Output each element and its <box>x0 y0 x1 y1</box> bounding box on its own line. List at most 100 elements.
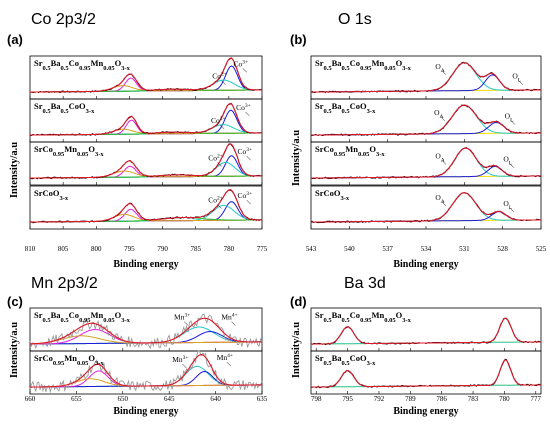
annotation-pointer <box>231 321 236 326</box>
peak-annotation: OL <box>512 72 521 84</box>
peak-annotation: Co3+ <box>236 103 251 112</box>
x-tick-label: 786 <box>436 395 447 403</box>
peak-annotation: Mn4+ <box>217 353 233 362</box>
fit-envelope <box>30 102 262 136</box>
peak-annotation: Mn4+ <box>221 313 237 322</box>
fit-envelope <box>311 317 541 345</box>
x-axis-label: Binding energy <box>393 259 458 270</box>
annotation-pointer <box>184 321 189 326</box>
subplot-1: Sr0.5Ba0.5CoO3-x Co2+ Co3+ <box>29 98 263 143</box>
peak-annotation: Co3+ <box>237 191 252 200</box>
subplot-frame <box>29 185 263 230</box>
annotation-pointer <box>518 80 523 85</box>
peak-annotation: Co3+ <box>233 59 248 68</box>
x-tick-label: 635 <box>257 395 268 403</box>
x-tick-label: 645 <box>164 395 175 403</box>
fit-envelope <box>30 354 262 388</box>
sample-label: Sr0.5Ba0.5Co0.95Mn0.05O3-x <box>315 310 412 324</box>
fit-envelope <box>311 192 541 223</box>
peak-annotation: Mn3+ <box>174 313 190 322</box>
panel-title: Co 2p3/2 <box>31 11 96 28</box>
x-tick-label: 810 <box>25 245 36 253</box>
peak-annotation: Co3+ <box>237 147 252 156</box>
subplot-0: Sr0.5Ba0.5Co0.95Mn0.05O3-x Mn3+ Mn4+ <box>29 307 263 352</box>
raw-spectrum <box>29 313 263 350</box>
y-axis-label: Intensity/a.u <box>291 130 302 186</box>
peak-annotation: Co2+ <box>208 153 223 162</box>
subplot-0: Sr0.5Ba0.5Co0.95Mn0.05O3-x Co2+ Co3+ <box>29 55 263 100</box>
x-axis-label: Binding energy <box>113 259 178 270</box>
annotation-pointer <box>220 124 225 130</box>
sample-label: Sr0.5Ba0.5CoO3-x <box>315 353 376 367</box>
peak-annotation: Co2+ <box>211 116 226 125</box>
x-tick-label: 777 <box>531 395 542 403</box>
subplot-0: Sr0.5Ba0.5Co0.95Mn0.05O3-x OA OL <box>310 55 542 100</box>
fit-envelope <box>311 359 541 388</box>
annotation-pointer <box>242 68 247 73</box>
fit-envelope <box>311 147 541 179</box>
sample-label: SrCoO3-x <box>34 188 69 202</box>
x-tick-label: 660 <box>25 395 36 403</box>
x-tick-label: 655 <box>71 395 82 403</box>
annotation-pointer <box>246 200 251 205</box>
fit-envelope <box>311 62 541 93</box>
fit-envelope <box>30 189 262 223</box>
panel-1: O 1s (b) Intensity/a.u Binding energy Sr0.5B… <box>290 11 547 270</box>
annotation-pointer <box>217 204 222 209</box>
peak-Ba 3d3/2 <box>311 326 541 345</box>
x-tick-label: 798 <box>311 395 322 403</box>
panel-2: Mn 2p3/2 (c) Intensity/a.u Binding energy Sr… <box>7 275 268 417</box>
peak-annotation: Co2+ <box>212 72 227 81</box>
fit-envelope <box>29 317 262 345</box>
sample-label: Sr0.5Ba0.5Co0.95Mn0.05O3-x <box>34 310 131 324</box>
peak-annotation: OL <box>505 112 514 124</box>
x-tick-label: 785 <box>190 245 201 253</box>
annotation-pointer <box>441 160 447 165</box>
x-tick-label: 789 <box>405 395 416 403</box>
x-tick-label: 790 <box>157 245 168 253</box>
annotation-pointer <box>221 80 226 85</box>
panel-title: Mn 2p3/2 <box>31 275 98 292</box>
fit-envelope <box>30 57 262 93</box>
x-tick-label: 525 <box>536 245 547 253</box>
sample-label: SrCoO3-x <box>315 188 350 202</box>
annotation-pointer <box>246 156 251 161</box>
x-tick-label: 528 <box>497 245 508 253</box>
annotation-pointer <box>245 111 250 117</box>
x-tick-label: 800 <box>91 245 102 253</box>
x-tick-label: 783 <box>468 395 479 403</box>
sample-label: SrCo0.95Mn0.05O3-x <box>315 144 385 158</box>
subplot-frame <box>310 307 542 352</box>
x-tick-label: 805 <box>58 245 69 253</box>
subplot-2: SrCo0.95Mn0.05O3-x OA OL <box>310 141 542 186</box>
y-axis-label: Intensity/a.u <box>291 322 302 378</box>
subplot-frame <box>310 55 542 100</box>
sample-label: Sr0.5Ba0.5Co0.95Mn0.05O3-x <box>315 58 412 72</box>
panel-title: Ba 3d <box>344 275 386 292</box>
subplot-3: SrCoO3-x OA OL <box>310 185 542 230</box>
sample-label: Sr0.5Ba0.5Co0.95Mn0.05O3-x <box>34 58 131 72</box>
subplot-1: Sr0.5Ba0.5CoO3-x OA OL <box>310 98 542 143</box>
subplot-frame <box>29 141 263 186</box>
y-axis-label: Intensity/a.u <box>9 142 20 198</box>
x-tick-label: 640 <box>210 395 221 403</box>
x-tick-label: 534 <box>421 245 432 253</box>
peak-Ba 3d3/2 <box>311 370 541 388</box>
panel-label: (b) <box>290 32 307 47</box>
peak-annotation: OL <box>503 155 512 167</box>
annotation-pointer <box>217 162 222 167</box>
x-tick-label: 795 <box>124 245 135 253</box>
annotation-pointer <box>440 116 445 122</box>
x-axis-label: Binding energy <box>113 406 178 417</box>
panel-label: (d) <box>290 294 307 309</box>
peak-annotation: OA <box>435 193 444 205</box>
subplot-1: Sr0.5Ba0.5CoO3-x <box>310 350 542 395</box>
peak-annotation: OA <box>435 152 444 164</box>
panel-label: (c) <box>7 294 23 309</box>
annotation-pointer <box>182 363 187 369</box>
x-tick-label: 531 <box>459 245 470 253</box>
annotation-pointer <box>510 120 516 125</box>
subplot-1: SrCo0.95Mn0.05O3-x Mn3+ Mn4+ <box>29 349 263 395</box>
panel-0: Co 2p3/2 (a) Intensity/a.u Binding energy Sr… <box>7 11 268 270</box>
subplot-frame <box>29 350 263 395</box>
